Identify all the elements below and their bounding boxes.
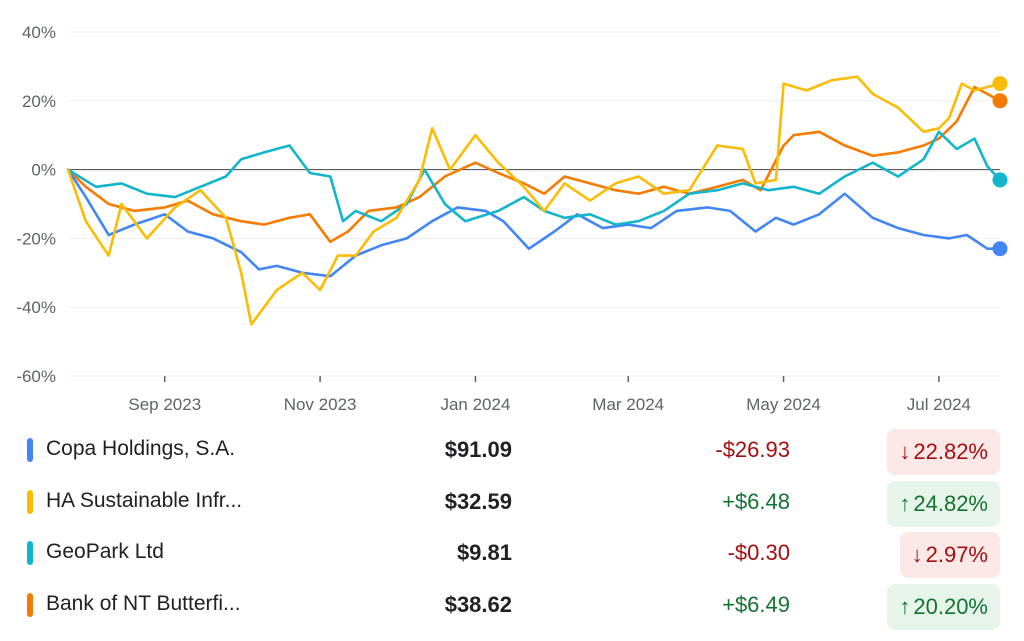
legend-row-bank-nt-butterfield[interactable]: Bank of NT Butterfi... $38.62 +$6.49 ↑ 20… — [0, 580, 1024, 630]
arrow-down-icon: ↓ — [899, 439, 911, 464]
x-tick-label: Jan 2024 — [440, 395, 510, 414]
percent-change: 20.20% — [913, 594, 988, 619]
y-axis-ticks: 40% 20% 0% -20% -40% -60% — [16, 23, 56, 386]
series-line — [66, 75, 1002, 326]
percent-change: 22.82% — [913, 439, 988, 464]
stock-price: $38.62 — [444, 592, 512, 617]
legend-row-ha-sustainable[interactable]: HA Sustainable Infr... $32.59 +$6.48 ↑ 24… — [0, 477, 1024, 527]
stock-price: $32.59 — [444, 489, 512, 514]
x-tick-label: May 2024 — [746, 395, 821, 414]
stock-price: $9.81 — [456, 540, 512, 565]
series-line — [66, 85, 1002, 244]
series-color-marker — [27, 490, 33, 514]
series-color-marker — [27, 541, 33, 565]
y-tick-label: 40% — [22, 23, 56, 42]
y-tick-label: 0% — [31, 161, 56, 180]
legend-row-geopark[interactable]: GeoPark Ltd $9.81 -$0.30 ↓ 2.97% — [0, 528, 1024, 578]
x-axis-ticks: Sep 2023 Nov 2023 Jan 2024 Mar 2024 May 2024… — [128, 376, 971, 414]
y-tick-label: -60% — [16, 367, 56, 386]
series-end-point — [992, 93, 1008, 109]
x-tick-label: Jul 2024 — [907, 395, 971, 414]
arrow-up-icon: ↑ — [899, 491, 911, 516]
percent-change-badge: ↑ 20.20% — [887, 584, 1000, 630]
price-change: +$6.49 — [722, 592, 790, 617]
chart-series — [66, 75, 1008, 326]
percent-change-badge: ↓ 22.82% — [887, 429, 1000, 475]
stock-name: HA Sustainable Infr... — [46, 489, 243, 512]
series-line — [66, 168, 1002, 278]
series-end-point — [992, 241, 1008, 257]
price-change: -$26.93 — [715, 437, 790, 462]
series-color-marker — [27, 593, 33, 617]
chart-grid — [68, 31, 1000, 377]
percent-change: 24.82% — [913, 491, 988, 516]
percent-change-badge: ↑ 24.82% — [887, 481, 1000, 527]
stock-name: GeoPark Ltd — [46, 540, 164, 563]
x-tick-label: Nov 2023 — [284, 395, 357, 414]
arrow-up-icon: ↑ — [899, 594, 911, 619]
y-tick-label: -40% — [16, 298, 56, 317]
x-tick-label: Mar 2024 — [592, 395, 664, 414]
price-change: -$0.30 — [727, 540, 790, 565]
series-color-marker — [27, 438, 33, 462]
legend-row-copa[interactable]: Copa Holdings, S.A. $91.09 -$26.93 ↓ 22.8… — [0, 425, 1024, 475]
series-end-point — [992, 172, 1008, 188]
y-tick-label: -20% — [16, 229, 56, 248]
stock-price: $91.09 — [444, 437, 512, 462]
x-tick-label: Sep 2023 — [128, 395, 201, 414]
percent-change-badge: ↓ 2.97% — [899, 532, 1000, 578]
y-tick-label: 20% — [22, 92, 56, 111]
stock-name: Copa Holdings, S.A. — [46, 437, 236, 460]
series-end-point — [992, 76, 1008, 92]
stock-name: Bank of NT Butterfi... — [46, 592, 241, 615]
arrow-down-icon: ↓ — [911, 542, 923, 567]
price-change: +$6.48 — [722, 489, 790, 514]
series-line — [66, 130, 1002, 226]
comparison-line-chart: 40% 20% 0% -20% -40% -60% Sep 2023 Nov 2023 Jan… — [16, 23, 1008, 414]
percent-change: 2.97% — [925, 542, 988, 567]
